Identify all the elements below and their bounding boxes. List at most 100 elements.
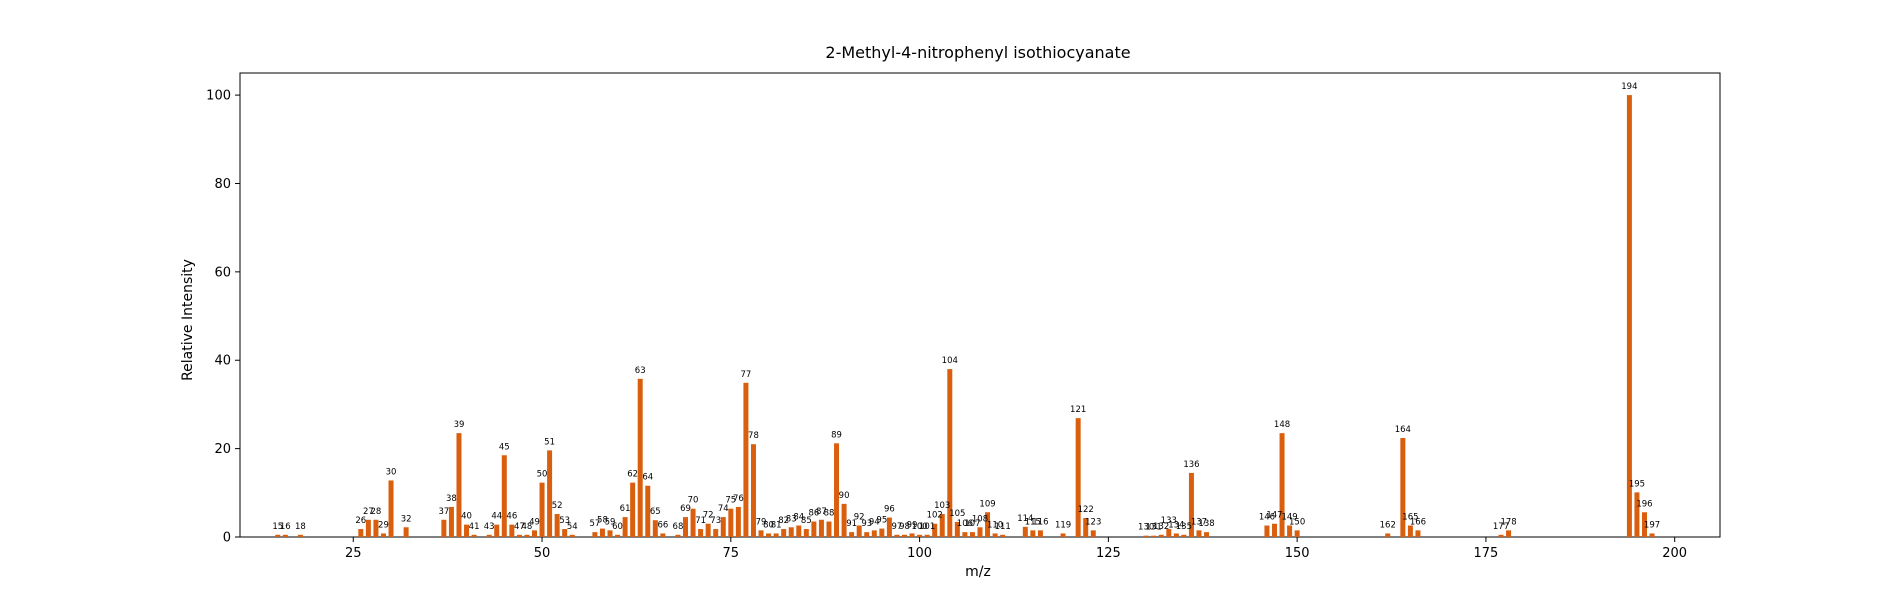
bar-mz-114 [1022,526,1028,537]
peak-label-mz-164: 164 [1395,425,1411,435]
bar-mz-92 [856,525,862,537]
bar-mz-28 [373,519,379,537]
bar-mz-52 [554,514,560,537]
bar-mz-133 [1166,529,1172,537]
bar-mz-68 [675,534,681,537]
peak-label-mz-103: 103 [934,501,950,511]
peak-label-mz-194: 194 [1621,82,1637,92]
peak-label-mz-136: 136 [1183,460,1199,470]
x-tick-label-50: 50 [534,546,551,561]
bar-mz-89 [834,443,840,537]
bar-mz-87 [818,519,824,537]
peak-label-mz-119: 119 [1055,520,1071,530]
bar-mz-38 [448,506,454,537]
y-axis: 0 20 40 60 80 100 [206,89,240,546]
x-tick-label-175: 175 [1474,546,1499,561]
bar-mz-29 [380,533,386,537]
peak-label-mz-51: 51 [544,437,555,447]
peak-label-mz-107: 107 [964,519,980,529]
bar-mz-27 [365,519,371,537]
bar-mz-105 [954,521,960,537]
bar-mz-88 [826,521,832,537]
bar-mz-73 [713,529,719,537]
peak-label-mz-122: 122 [1078,505,1094,515]
peak-label-mz-39: 39 [454,420,465,430]
bar-mz-116 [1037,530,1043,537]
peak-label-mz-79: 79 [756,517,767,527]
peak-label-mz-48: 48 [522,522,533,532]
peak-label-mz-64: 64 [642,473,653,483]
bar-mz-32 [403,527,409,537]
peak-label-mz-114: 114 [1017,514,1033,524]
bar-mz-103 [939,514,945,537]
peak-label-mz-41: 41 [469,522,480,532]
bar-mz-197 [1649,533,1655,537]
bar-mz-138 [1204,532,1210,537]
bar-mz-70 [690,508,696,537]
x-axis: 25 50 75 100 125 150 175 200 [345,537,1687,561]
peak-label-mz-106: 106 [957,519,973,529]
peak-label-mz-53: 53 [559,516,570,526]
x-tick-label-150: 150 [1285,546,1310,561]
x-axis-label: m/z [965,564,991,580]
peak-label-mz-89: 89 [831,430,842,440]
peak-label-mz-85: 85 [801,516,812,526]
peak-label-mz-147: 147 [1266,511,1282,521]
bar-mz-75 [728,508,734,537]
peak-label-mz-92: 92 [854,513,865,523]
peak-label-mz-196: 196 [1636,499,1652,509]
peak-label-mz-197: 197 [1644,520,1660,530]
peak-label-mz-121: 121 [1070,405,1086,415]
peak-label-mz-115: 115 [1025,517,1041,527]
bars [275,95,1655,537]
bar-mz-30 [388,480,394,537]
peak-label-mz-91: 91 [846,519,857,529]
bar-mz-119 [1060,533,1066,537]
peak-label-mz-123: 123 [1085,517,1101,527]
peak-label-mz-52: 52 [552,501,563,511]
bar-mz-16 [282,534,288,537]
peak-label-mz-47: 47 [514,522,525,532]
peak-label-mz-162: 162 [1380,520,1396,530]
bar-mz-39 [456,433,462,537]
bar-mz-134 [1173,533,1179,537]
bar-mz-178 [1506,530,1512,537]
peak-label-mz-88: 88 [824,509,835,519]
bar-mz-100 [917,534,923,537]
peak-label-mz-150: 150 [1289,517,1305,527]
peak-label-mz-80: 80 [763,520,774,530]
peak-label-mz-146: 146 [1259,513,1275,523]
bar-mz-177 [1498,534,1504,537]
bar-mz-77 [743,382,749,537]
peak-label-mz-109: 109 [979,499,995,509]
bar-mz-196 [1641,512,1647,537]
peak-label-mz-93: 93 [861,519,872,529]
peak-label-mz-138: 138 [1198,519,1214,529]
bar-mz-47 [516,534,522,537]
x-tick-label-25: 25 [345,546,362,561]
bar-mz-51 [547,450,553,537]
peak-label-mz-66: 66 [657,520,668,530]
peak-label-mz-82: 82 [778,516,789,526]
peak-label-mz-61: 61 [620,504,631,514]
bar-mz-57 [592,532,598,537]
bar-mz-93 [864,532,870,537]
bar-mz-102 [932,523,938,537]
peak-label-mz-37: 37 [438,507,449,517]
x-tick-label-75: 75 [723,546,740,561]
peak-label-mz-166: 166 [1410,517,1426,527]
peak-label-mz-73: 73 [710,516,721,526]
bar-mz-165 [1407,525,1413,537]
x-tick-label-125: 125 [1096,546,1121,561]
bar-mz-41 [471,534,477,537]
peak-label-mz-16: 16 [280,522,291,532]
bar-mz-101 [924,534,930,537]
bar-mz-61 [622,517,628,537]
peak-label-mz-69: 69 [680,504,691,514]
peak-label-mz-78: 78 [748,431,759,441]
bar-mz-108 [977,527,983,537]
peak-label-mz-54: 54 [567,522,578,532]
bar-mz-96 [886,517,892,537]
peak-label-mz-75: 75 [725,496,736,506]
